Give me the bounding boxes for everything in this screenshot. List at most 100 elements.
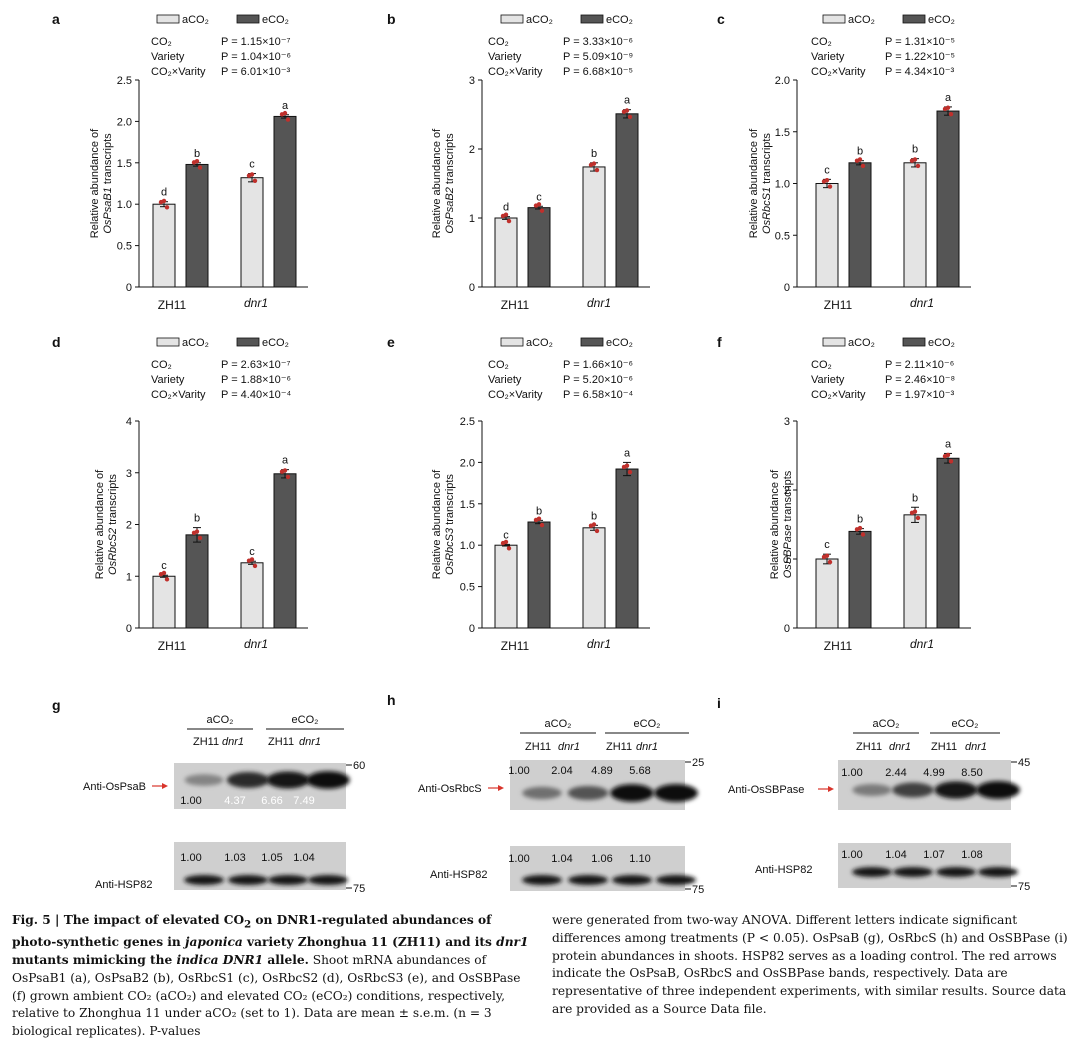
- blot-loading-label: Anti-HSP82: [755, 864, 812, 876]
- chart-panel-b: b aCO₂ eCO₂ CO₂ P = 3.33×10⁻⁶ Variety P = 5.09…: [387, 11, 650, 312]
- data-point: [249, 557, 255, 562]
- bar-ambient: [152, 575, 176, 629]
- y-tick-label: 2.0: [460, 457, 475, 469]
- bar-ambient: [240, 177, 264, 288]
- bar-ambient: [582, 166, 606, 288]
- significance-letter: b: [857, 514, 863, 526]
- y-tick-label: 3: [126, 468, 132, 480]
- y-label-suffix: transcripts: [444, 133, 456, 187]
- blot-quant-value: 1.00: [508, 853, 529, 865]
- blot-band: [936, 867, 976, 877]
- legend-label-ambient: aCO₂: [182, 337, 209, 349]
- x-tick-label: dnr1: [910, 296, 934, 310]
- lane-label: dnr1: [965, 741, 987, 753]
- significance-letter: a: [282, 455, 289, 467]
- significance-letter: c: [249, 546, 255, 558]
- x-tick-label: dnr1: [910, 637, 934, 651]
- blot-quant-value: 1.07: [923, 849, 944, 861]
- blot-band: [184, 875, 224, 885]
- blot-quant-value: 2.04: [551, 765, 572, 777]
- stat-value: P = 1.22×10⁻⁵: [885, 51, 955, 63]
- bar-ambient: [494, 217, 518, 288]
- legend-label-elevated: eCO₂: [928, 337, 955, 349]
- stat-name: CO₂×Varity: [151, 389, 206, 401]
- blot-membrane-loading: [838, 843, 1011, 888]
- blot-band: [852, 867, 892, 877]
- stat-name: CO₂: [488, 36, 509, 48]
- y-tick-label: 2.5: [460, 416, 475, 428]
- red-arrow-head-icon: [498, 785, 504, 791]
- y-tick-label: 2.0: [775, 75, 790, 87]
- data-point: [252, 563, 258, 569]
- stat-name: Variety: [488, 51, 522, 63]
- stat-name: Variety: [151, 374, 185, 386]
- significance-letter: b: [536, 505, 542, 517]
- panel-label: e: [387, 334, 395, 350]
- y-tick-label: 0.5: [117, 241, 132, 253]
- stat-name: CO₂: [811, 359, 832, 371]
- significance-letter: d: [161, 187, 167, 199]
- stat-value: P = 1.97×10⁻³: [885, 389, 955, 401]
- y-label-line1: Relative abundance of: [94, 469, 106, 579]
- x-tick-label: dnr1: [587, 296, 611, 310]
- y-tick-label: 1: [126, 571, 132, 583]
- bar-elevated: [936, 457, 960, 629]
- legend-swatch-elevated: [236, 337, 260, 347]
- x-tick-label: ZH11: [824, 639, 853, 653]
- size-marker: 75: [692, 884, 704, 896]
- stat-value: P = 6.58×10⁻⁴: [563, 389, 634, 401]
- blot-quant-value: 1.00: [508, 765, 529, 777]
- data-point: [285, 117, 291, 122]
- blot-band: [892, 782, 934, 798]
- blot-quant-value: 1.05: [261, 852, 282, 864]
- bar-ambient: [903, 162, 927, 288]
- stat-name: Variety: [811, 51, 845, 63]
- bar-elevated: [936, 110, 960, 288]
- blot-target-label: Anti-OsPsaB: [83, 781, 146, 793]
- bar-elevated: [185, 534, 209, 629]
- y-tick-label: 0: [469, 282, 475, 294]
- bar-ambient: [815, 558, 839, 629]
- legend-swatch-elevated: [580, 337, 604, 347]
- y-label-gene: OsSBPase: [782, 524, 794, 578]
- blot-band: [568, 875, 608, 885]
- stat-value: P = 1.04×10⁻⁶: [221, 51, 291, 63]
- chart-panel-d: d aCO₂ eCO₂ CO₂ P = 2.63×10⁻⁷ Variety P = 1.88…: [52, 334, 308, 653]
- significance-letter: d: [503, 202, 509, 214]
- bar-ambient: [494, 544, 518, 629]
- blot-header-elevated: eCO₂: [952, 718, 979, 730]
- stat-value: P = 2.46×10⁻⁸: [885, 374, 955, 386]
- bar-elevated: [527, 207, 551, 288]
- data-point: [197, 165, 203, 170]
- data-point: [536, 516, 542, 521]
- stat-name: CO₂×Varity: [811, 66, 866, 78]
- y-axis-label: Relative abundance ofOsSBPase transcript…: [769, 469, 794, 579]
- stat-value: P = 1.15×10⁻⁷: [221, 36, 291, 48]
- significance-letter: a: [624, 95, 631, 107]
- bar-ambient: [903, 514, 927, 629]
- y-label-suffix: transcripts: [444, 474, 456, 528]
- data-point: [912, 509, 918, 514]
- red-arrow-head-icon: [828, 786, 834, 792]
- y-label-suffix: transcripts: [107, 474, 119, 528]
- bar-elevated: [615, 113, 639, 288]
- blot-quant-value: 2.44: [885, 767, 906, 779]
- y-tick-label: 1.5: [460, 499, 475, 511]
- legend-label-ambient: aCO₂: [526, 337, 553, 349]
- lane-label: ZH11: [931, 741, 957, 753]
- bar-ambient: [240, 562, 264, 629]
- x-tick-label: dnr1: [587, 637, 611, 651]
- y-axis-label: Relative abundance ofOsPsaB1 transcripts: [89, 128, 114, 238]
- y-tick-label: 2: [784, 485, 790, 497]
- stat-name: Variety: [488, 374, 522, 386]
- blot-header-ambient: aCO₂: [545, 718, 572, 730]
- legend-swatch-ambient: [156, 337, 180, 347]
- blot-band: [226, 772, 270, 788]
- data-point: [197, 535, 203, 541]
- y-label-line1: Relative abundance of: [769, 469, 781, 579]
- blot-header-elevated: eCO₂: [292, 714, 319, 726]
- stat-value: P = 2.63×10⁻⁷: [221, 359, 291, 371]
- chart-panel-a: a aCO₂ eCO₂ CO₂ P = 1.15×10⁻⁷ Variety P = 1.04…: [52, 11, 308, 312]
- legend-swatch-ambient: [156, 14, 180, 24]
- blot-band: [184, 774, 224, 786]
